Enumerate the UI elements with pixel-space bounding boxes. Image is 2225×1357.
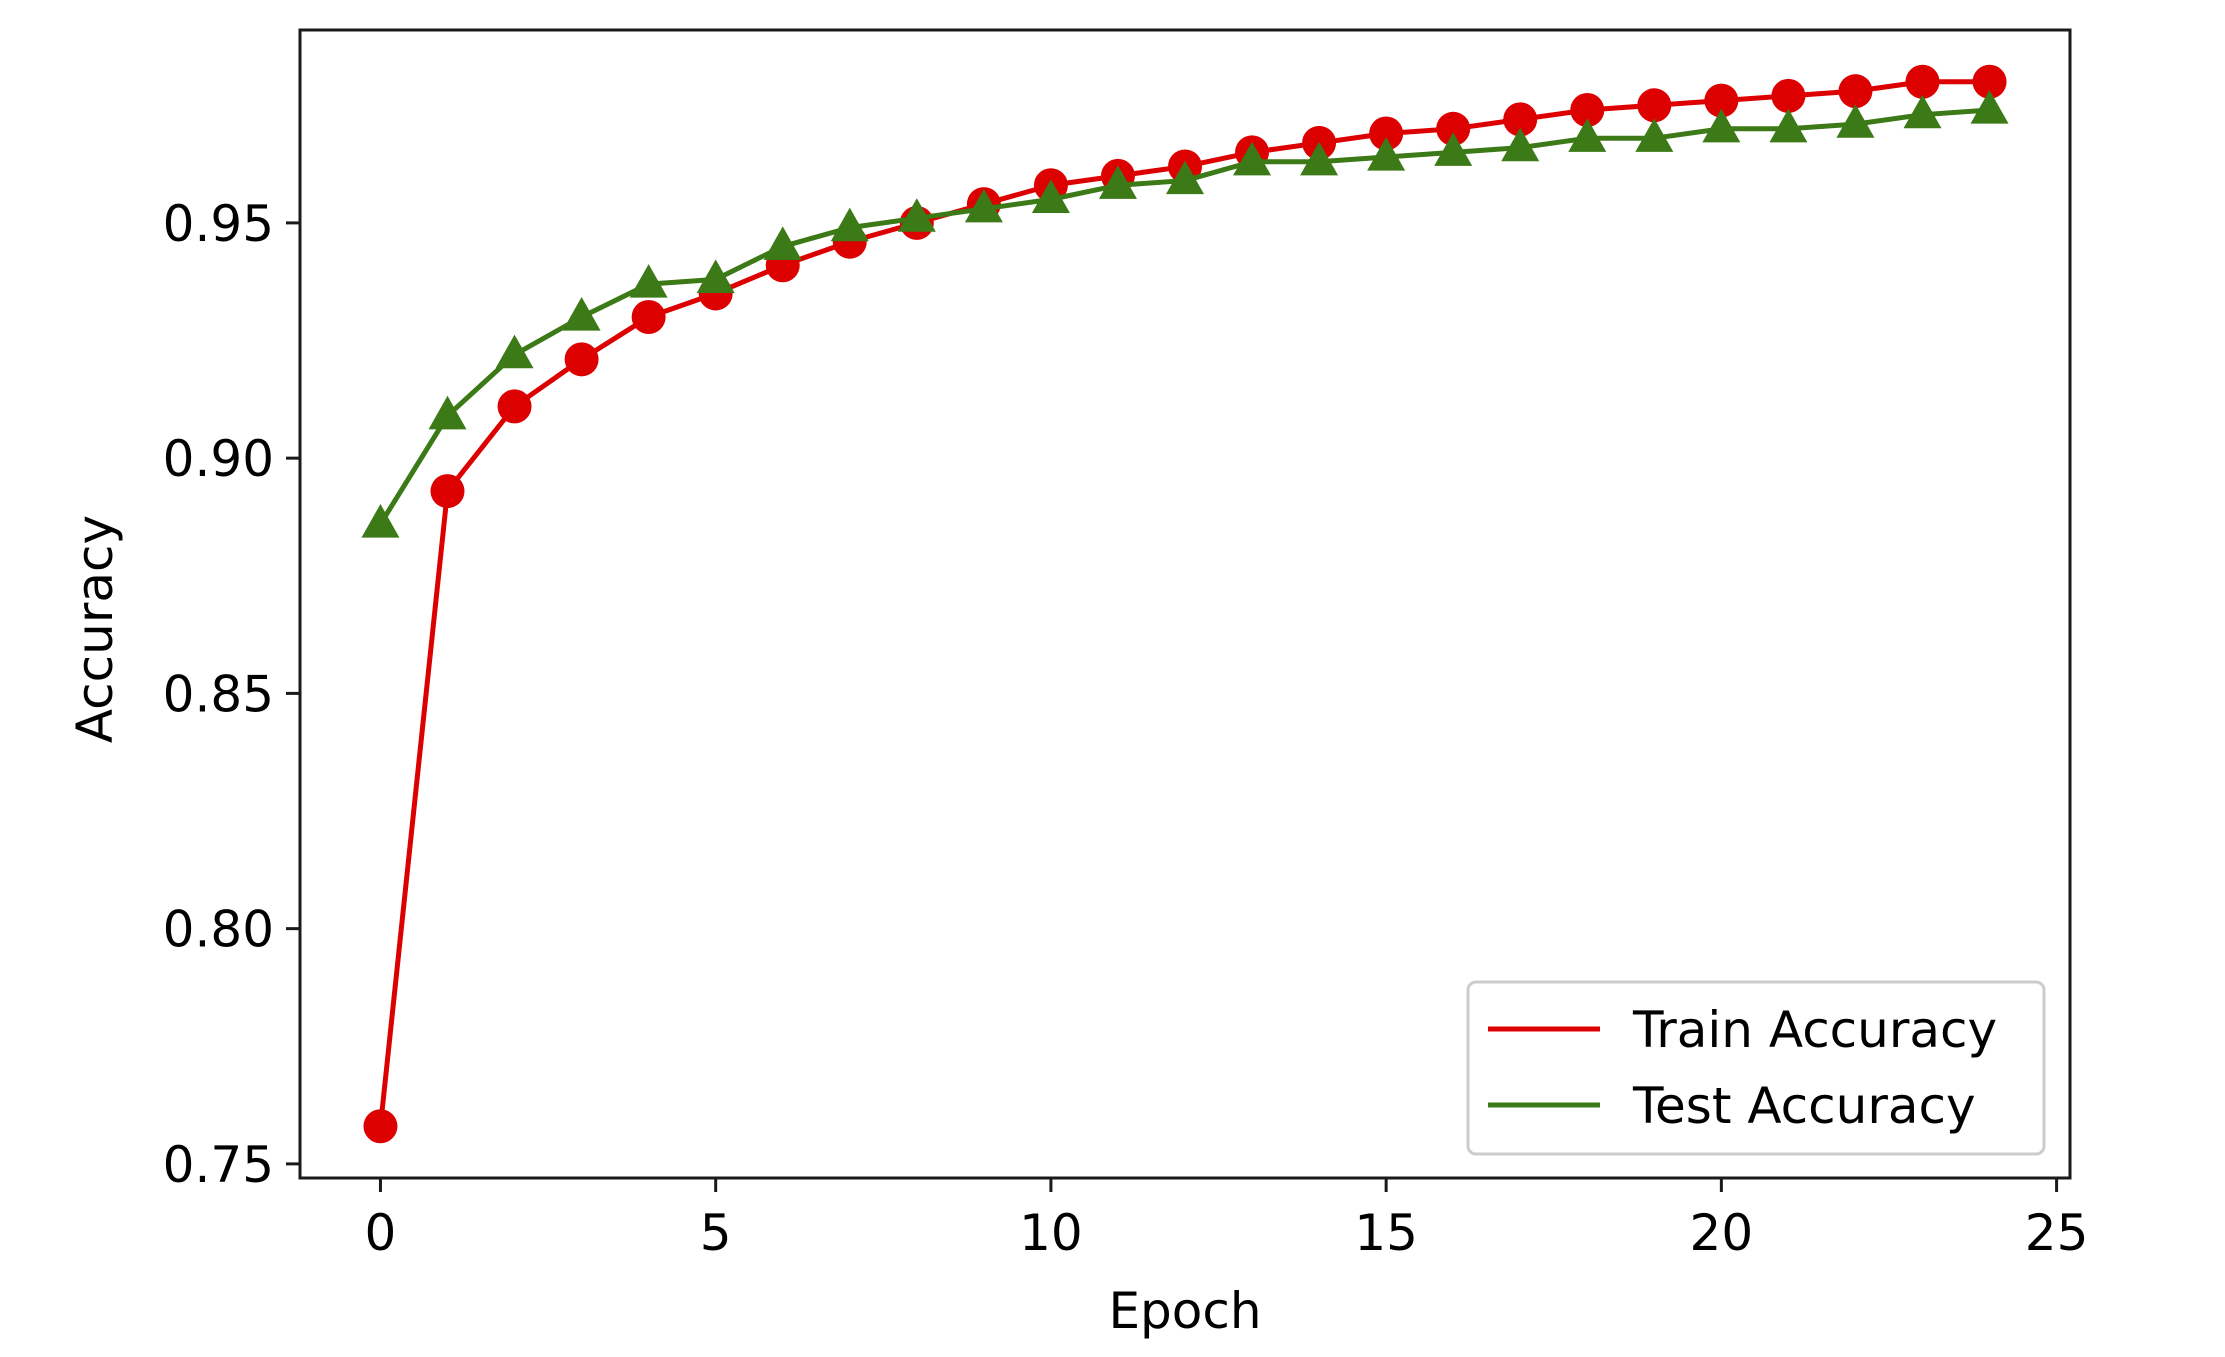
x-tick-label: 10 (1019, 1204, 1083, 1262)
test-accuracy-point (1568, 118, 1607, 152)
train-accuracy-point (1972, 64, 2007, 99)
test-accuracy-point (696, 259, 735, 293)
test-accuracy-point (1769, 108, 1808, 143)
x-tick-label: 25 (2025, 1204, 2089, 1262)
train-accuracy-point (1637, 88, 1672, 123)
y-tick-label: 0.75 (163, 1136, 274, 1194)
x-axis-label: Epoch (1108, 1282, 1261, 1340)
train-accuracy-point (1436, 111, 1471, 146)
train-accuracy-point (1838, 74, 1873, 109)
x-tick-label: 20 (1690, 1204, 1754, 1262)
y-tick-label: 0.95 (163, 195, 274, 253)
test-accuracy-point (1233, 141, 1272, 176)
x-tick-label: 15 (1354, 1204, 1418, 1262)
x-axis-ticks: 0 5 10 15 20 25 (365, 1178, 2089, 1262)
y-tick-label: 0.90 (163, 430, 274, 488)
test-accuracy-point (1970, 89, 2009, 124)
test-accuracy-point (1098, 165, 1137, 199)
test-accuracy-point (361, 504, 400, 538)
series-layer (361, 64, 2009, 1144)
y-axis-ticks: 0.75 0.80 0.85 0.90 0.95 (163, 195, 300, 1194)
train-accuracy-point (430, 474, 465, 509)
test-accuracy-point (1434, 132, 1473, 166)
test-accuracy-point (1702, 108, 1741, 143)
test-accuracy-point (763, 226, 802, 261)
train-accuracy-point (1503, 102, 1538, 137)
y-tick-label: 0.85 (163, 665, 274, 723)
test-accuracy-point (629, 264, 668, 298)
test-accuracy-point (428, 395, 467, 430)
plot-frame (298, 28, 2072, 1180)
train-accuracy-point (564, 342, 599, 377)
y-axis-label: Accuracy (66, 515, 124, 743)
train-accuracy-legend-label: Train Accuracy (1632, 1001, 1997, 1059)
legend-box (1466, 980, 2046, 1156)
test-accuracy-point (1635, 118, 1674, 152)
x-tick-label: 0 (365, 1204, 397, 1262)
train-accuracy-point (631, 300, 666, 334)
test-accuracy-legend-label: Test Accuracy (1632, 1077, 1976, 1135)
train-accuracy-point (1905, 64, 1940, 99)
test-accuracy-point (1031, 179, 1070, 213)
test-accuracy-point (830, 207, 869, 242)
train-accuracy-point (1704, 83, 1739, 118)
test-accuracy-point (1501, 127, 1540, 162)
test-accuracy-point (495, 334, 534, 369)
test-accuracy-point (1166, 160, 1204, 195)
legend: Train Accuracy Test Accuracy (1466, 980, 2046, 1156)
test-accuracy-point (964, 188, 1003, 223)
train-accuracy-point (363, 1109, 398, 1144)
y-tick-label: 0.80 (163, 901, 274, 959)
train-accuracy-point (1771, 78, 1806, 113)
test-accuracy-point (1300, 141, 1339, 176)
x-tick-label: 5 (700, 1204, 732, 1262)
train-accuracy-point (1369, 116, 1404, 151)
train-accuracy-point (497, 389, 532, 424)
test-accuracy-point (1903, 94, 1942, 129)
test-accuracy-point (1836, 104, 1875, 138)
test-accuracy-point (562, 297, 601, 331)
test-accuracy-point (1367, 137, 1406, 171)
train-accuracy-point (1570, 92, 1605, 127)
test-accuracy-point (897, 198, 936, 232)
